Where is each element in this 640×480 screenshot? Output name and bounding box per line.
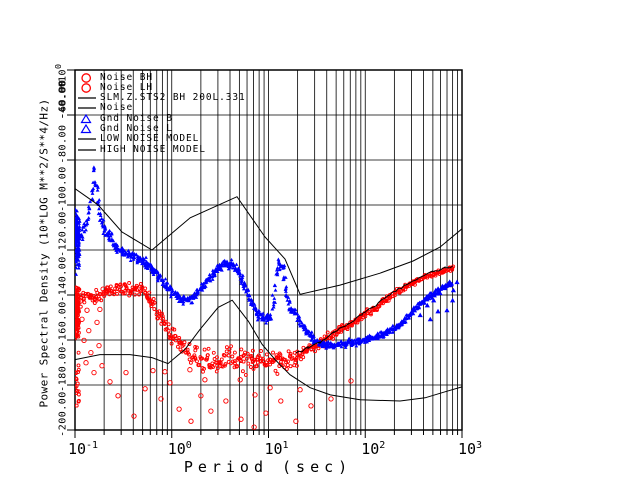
line-legend-icon <box>78 148 96 151</box>
x-tick-label: 101 <box>264 440 289 458</box>
y-tick-label: -120.00 <box>57 211 69 257</box>
y-tick-label: -140.00 <box>57 256 69 302</box>
triangle-legend-icon <box>80 113 92 123</box>
y-tick-label: -200.00 <box>57 391 69 437</box>
x-tick-label: 103 <box>457 440 483 458</box>
x-tick-label: 100 <box>167 440 192 458</box>
x-axis-label: Period (sec) <box>183 458 353 476</box>
y-tick-label: -60.00 <box>57 79 69 119</box>
legend-item-label: Gnd Noise B <box>100 112 173 124</box>
legend-item-label: SLM.Z.STS2 BH 200L.331 <box>100 92 246 104</box>
circle-legend-icon <box>81 72 92 83</box>
legend-item-label: LOW NOISE MODEL <box>100 133 200 145</box>
circle-legend-icon <box>81 82 92 93</box>
legend-item-label: Noise LH <box>100 81 153 93</box>
y-tick-label: -100.00 <box>57 166 69 212</box>
y-axis-label: Power Spectral Density (10*LOG M**2/S**4… <box>37 98 51 408</box>
x-tick-label: 10-1 <box>67 440 99 458</box>
legend-item-label: Noise BH <box>100 71 153 83</box>
y-tick-label: -80.00 <box>57 124 69 164</box>
line-legend-icon <box>78 107 96 109</box>
line-legend-icon <box>78 138 96 140</box>
line-legend-icon <box>78 97 96 99</box>
triangle-legend-icon <box>80 124 92 134</box>
legend-item-label: HIGH NOISE MODEL <box>100 143 206 155</box>
y-tick-label: -160.00 <box>57 301 69 347</box>
legend-item-label: Gnd Noise L <box>100 123 173 134</box>
y-tick-label: -180.00 <box>57 346 69 392</box>
legend-item-label: Noise <box>100 102 134 114</box>
x-tick-label: 102 <box>361 440 386 458</box>
